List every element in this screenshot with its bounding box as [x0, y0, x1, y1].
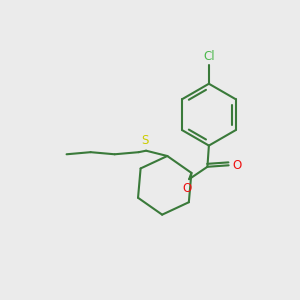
Text: O: O	[182, 182, 191, 194]
Text: Cl: Cl	[203, 50, 215, 62]
Text: S: S	[141, 134, 148, 147]
Text: O: O	[232, 159, 242, 172]
